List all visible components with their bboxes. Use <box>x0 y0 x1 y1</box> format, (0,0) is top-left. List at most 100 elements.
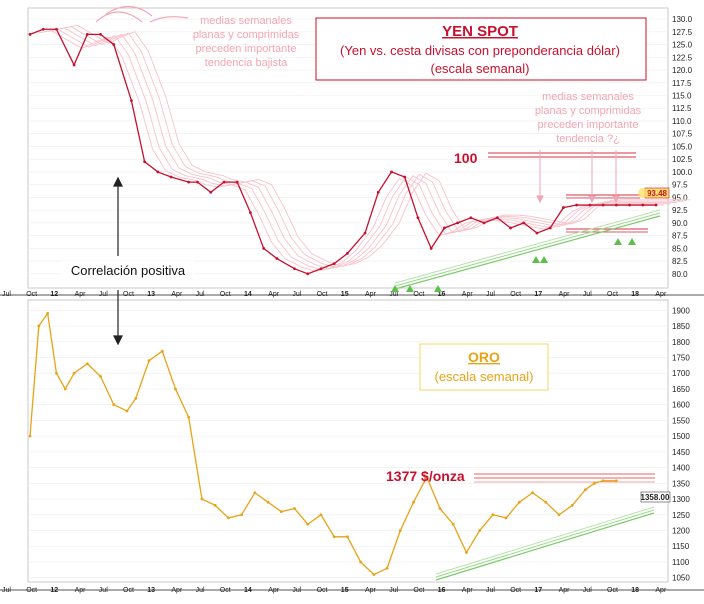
gold-support-trendline <box>435 506 655 581</box>
yen-point <box>482 221 486 225</box>
x-tick: Oct <box>220 291 231 298</box>
gold-y-axis: 1900 1850 1800 1750 1700 1650 1600 1550 1500 1450… <box>672 306 690 582</box>
x-tick: Oct <box>123 291 134 298</box>
gold-gridlines <box>28 309 668 579</box>
gold-trend-line-2 <box>435 509 655 578</box>
yen-point <box>522 221 526 225</box>
x-tick: Oct <box>607 587 618 594</box>
gold-panel-frame <box>27 299 669 583</box>
yen-point <box>641 203 645 207</box>
gold-point <box>319 513 323 517</box>
yen-subtitle-1: (Yen vs. cesta divisas con preponderanci… <box>340 43 620 58</box>
arc-3 <box>149 16 189 23</box>
yen-y-axis: 130.0 127.5 125.0 122.5 120.0 117.5 115.0 112.5… <box>672 15 693 279</box>
yen-y-tick: 117.5 <box>672 79 692 88</box>
yen-trend-line-3 <box>394 209 661 284</box>
yen-point <box>319 267 323 271</box>
gold-y-tick: 1100 <box>672 558 690 567</box>
gold-1377-label: 1377 $/onza <box>386 468 465 484</box>
x-tick: Jul <box>2 587 11 594</box>
x-tick: Jul <box>389 587 398 594</box>
x-tick: 18 <box>631 587 639 594</box>
x-tick: 15 <box>341 291 349 298</box>
yen-y-tick: 87.5 <box>672 232 688 241</box>
yen-trend-line-1 <box>394 215 661 290</box>
yen-point <box>403 175 407 179</box>
gold-point <box>517 500 521 504</box>
gold-title: ORO <box>468 349 500 365</box>
note-arrow-2-head <box>588 195 596 204</box>
gold-point <box>491 513 495 517</box>
yen-point <box>495 216 499 220</box>
yen-y-tick: 115.0 <box>672 92 692 101</box>
gold-point <box>531 491 534 495</box>
yen-ma-line <box>37 30 664 272</box>
yen-point <box>209 190 213 194</box>
gold-point <box>253 491 257 495</box>
gold-point <box>213 503 217 507</box>
yen-y-tick: 112.5 <box>672 104 692 113</box>
yen-y-tick: 127.5 <box>672 28 693 37</box>
gold-point <box>63 387 67 391</box>
yen-point <box>28 32 32 36</box>
x-tick: Jul <box>99 587 108 594</box>
gold-point <box>160 349 164 353</box>
note-left-arcs <box>95 5 189 23</box>
yen-point <box>562 206 565 209</box>
correlation-arrows <box>113 176 123 346</box>
x-tick: Jul <box>486 587 495 594</box>
up-arrow-4 <box>532 256 540 263</box>
gold-point <box>614 479 618 483</box>
gold-y-tick: 1450 <box>672 448 690 457</box>
gold-y-tick: 1150 <box>672 542 690 551</box>
yen-y-tick: 92.5 <box>672 206 688 215</box>
note-arrow-3-head <box>612 195 620 204</box>
x-tick: Oct <box>413 291 424 298</box>
gold-point <box>332 535 336 539</box>
yen-last-value: 93.48 <box>647 189 668 198</box>
gold-point <box>125 409 129 413</box>
note-right-arrows <box>536 150 620 204</box>
x-tick: Apr <box>365 587 377 594</box>
gold-y-tick: 1500 <box>672 432 690 441</box>
yen-point <box>85 32 89 36</box>
yen-point <box>601 203 605 207</box>
yen-point <box>249 211 252 215</box>
gold-y-tick: 1350 <box>672 479 690 488</box>
gold-point <box>306 522 310 526</box>
gold-point <box>226 516 230 520</box>
note-left-line-1: medias semanales <box>200 15 292 27</box>
yen-point <box>129 99 133 103</box>
up-arrow-6 <box>614 238 622 245</box>
gold-point <box>346 535 349 539</box>
x-tick: Apr <box>655 587 667 594</box>
x-tick: Jul <box>292 587 301 594</box>
up-arrow-5 <box>540 256 548 263</box>
gold-y-tick: 1750 <box>672 353 690 362</box>
gold-y-tick: 1300 <box>672 495 690 504</box>
gold-point <box>200 497 204 501</box>
x-axis-top: Jul Oct 12 Apr Jul Oct 13 Apr Jul Oct 14 Apr Jul Oct 1… <box>2 291 667 298</box>
x-tick: Oct <box>220 587 231 594</box>
yen-y-tick: 120.0 <box>672 66 693 75</box>
gold-y-tick: 1650 <box>672 385 690 394</box>
yen-y-tick: 107.5 <box>672 130 693 139</box>
yen-point <box>306 272 310 276</box>
corr-arrow-down-head <box>113 335 123 346</box>
yen-point <box>469 216 473 220</box>
yen-point <box>535 231 539 235</box>
gold-y-tick: 1800 <box>672 338 690 347</box>
yen-point <box>72 63 76 67</box>
yen-trend-line-2 <box>394 212 661 287</box>
up-arrow-1 <box>391 285 399 292</box>
x-tick: Jul <box>583 587 592 594</box>
gold-trend-line-1 <box>435 512 655 581</box>
yen-point <box>275 257 279 260</box>
x-tick: 13 <box>147 291 155 298</box>
correlation-label-bg <box>60 261 194 279</box>
gold-point <box>147 359 151 363</box>
gold-y-tick: 1700 <box>672 369 690 378</box>
arc-2 <box>105 5 153 17</box>
yen-series-points <box>28 27 658 276</box>
yen-point <box>235 180 239 184</box>
